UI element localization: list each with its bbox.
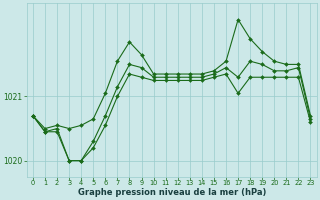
X-axis label: Graphe pression niveau de la mer (hPa): Graphe pression niveau de la mer (hPa): [77, 188, 266, 197]
